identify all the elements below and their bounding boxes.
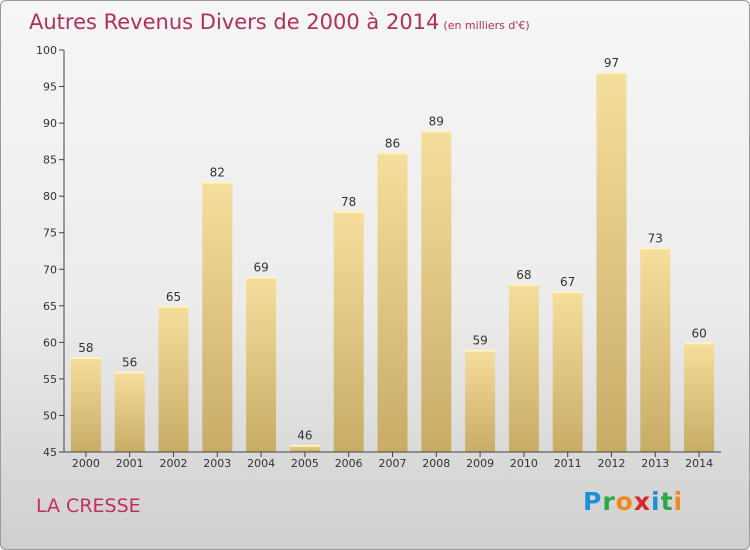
x-tick-label: 2007 <box>379 457 407 470</box>
x-tick-label: 2010 <box>510 457 538 470</box>
data-label: 73 <box>648 231 663 245</box>
bar-2008 <box>421 130 452 452</box>
y-tick-label: 45 <box>43 446 57 459</box>
data-label: 59 <box>472 334 487 348</box>
x-tick-label: 2001 <box>116 457 144 470</box>
y-tick-label: 90 <box>43 117 57 130</box>
bar-2011 <box>552 291 583 452</box>
bars-group: 58 56 65 82 69 46 78 86 89 59 68 67 97 73 60 <box>70 56 715 452</box>
proxiti-logo: Proxiti <box>583 487 683 516</box>
bar-highlight <box>640 247 671 250</box>
bar-2006 <box>333 210 364 452</box>
y-tick-label: 80 <box>43 190 57 203</box>
location-label: LA CRESSE <box>36 495 141 517</box>
bar-2012 <box>596 71 627 452</box>
bar-highlight <box>70 356 101 359</box>
y-tick-label: 65 <box>43 300 57 313</box>
bar-2002 <box>158 305 189 452</box>
logo-letter: x <box>633 487 651 516</box>
x-tick-label: 2008 <box>422 457 450 470</box>
y-tick-label: 95 <box>43 81 57 94</box>
x-tick-label: 2014 <box>685 457 713 470</box>
bar-highlight <box>377 152 408 155</box>
bar-highlight <box>114 371 145 374</box>
bar-2013 <box>640 247 671 452</box>
logo-letter: i <box>673 487 684 516</box>
bar-highlight <box>508 283 539 286</box>
data-label: 65 <box>166 290 181 304</box>
y-tick-label: 70 <box>43 263 57 276</box>
x-tick-label: 2009 <box>466 457 494 470</box>
axes-group: 45 50 55 60 65 70 75 80 85 90 95 100 2000 2001 2002 200… <box>36 44 721 470</box>
bar-2009 <box>465 349 496 452</box>
data-label: 86 <box>385 136 400 150</box>
chart-subtitle: (en milliers d'€) <box>443 19 530 32</box>
data-label: 69 <box>253 261 268 275</box>
bar-highlight <box>596 71 627 74</box>
bar-highlight <box>684 342 715 345</box>
bar-2000 <box>70 356 101 452</box>
y-tick-label: 100 <box>36 44 57 57</box>
data-label: 67 <box>560 275 575 289</box>
data-label: 82 <box>210 166 225 180</box>
x-tick-label: 2012 <box>598 457 626 470</box>
data-label: 60 <box>691 326 706 340</box>
data-label: 68 <box>516 268 531 282</box>
logo-letter: o <box>615 487 634 516</box>
x-tick-label: 2005 <box>291 457 319 470</box>
y-tick-label: 50 <box>43 409 57 422</box>
bar-2005 <box>289 444 320 452</box>
logo-letter: t <box>660 487 674 516</box>
bar-highlight <box>333 210 364 213</box>
x-tick-label: 2003 <box>203 457 231 470</box>
bar-2007 <box>377 152 408 452</box>
bar-2001 <box>114 371 145 452</box>
x-tick-label: 2002 <box>160 457 188 470</box>
bar-highlight <box>158 305 189 308</box>
x-tick-label: 2004 <box>247 457 275 470</box>
data-label: 89 <box>429 114 444 128</box>
y-tick-label: 75 <box>43 227 57 240</box>
bar-highlight <box>421 130 452 133</box>
bar-highlight <box>202 181 233 184</box>
bar-highlight <box>246 276 277 279</box>
bar-2010 <box>508 283 539 452</box>
data-label: 46 <box>297 429 312 443</box>
x-tick-label: 2000 <box>72 457 100 470</box>
x-tick-label: 2011 <box>554 457 582 470</box>
x-tick-label: 2006 <box>335 457 363 470</box>
y-tick-label: 60 <box>43 336 57 349</box>
bar-2003 <box>202 181 233 452</box>
bar-2014 <box>684 342 715 452</box>
logo-letter: P <box>583 487 603 516</box>
logo-letter: r <box>602 487 616 516</box>
y-tick-label: 55 <box>43 373 57 386</box>
chart-title: Autres Revenus Divers de 2000 à 2014 (en … <box>29 10 530 34</box>
data-label: 97 <box>604 56 619 70</box>
x-tick-label: 2013 <box>641 457 669 470</box>
data-label: 56 <box>122 356 137 370</box>
bar-2004 <box>246 276 277 452</box>
bar-highlight <box>289 444 320 447</box>
data-label: 78 <box>341 195 356 209</box>
y-tick-label: 85 <box>43 154 57 167</box>
bar-highlight <box>552 291 583 294</box>
bar-highlight <box>465 349 496 352</box>
logo-letter: i <box>651 487 661 516</box>
data-label: 58 <box>78 341 93 355</box>
chart-title-text: Autres Revenus Divers de 2000 à 2014 <box>29 10 440 34</box>
